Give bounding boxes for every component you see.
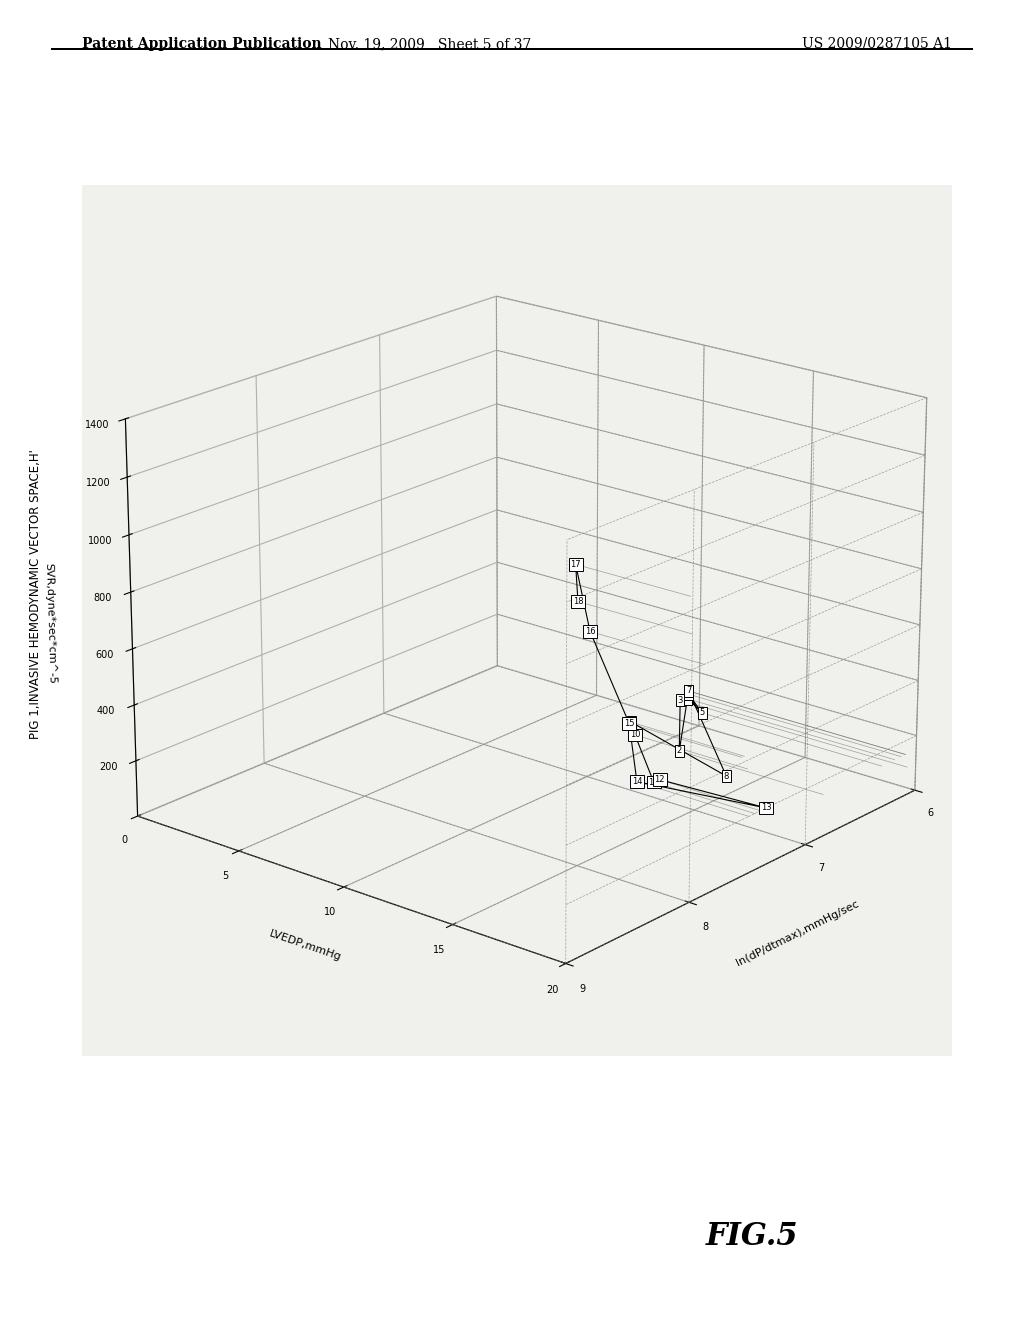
X-axis label: ln(dP/dtmax),mmHg/sec: ln(dP/dtmax),mmHg/sec — [734, 898, 860, 968]
Text: US 2009/0287105 A1: US 2009/0287105 A1 — [803, 37, 952, 51]
Text: Patent Application Publication: Patent Application Publication — [82, 37, 322, 51]
Text: FIG.5: FIG.5 — [707, 1221, 799, 1251]
Text: Nov. 19, 2009   Sheet 5 of 37: Nov. 19, 2009 Sheet 5 of 37 — [329, 37, 531, 51]
Text: PIG 1,INVASIVE HEMODYNAMIC VECTOR SPACE,H': PIG 1,INVASIVE HEMODYNAMIC VECTOR SPACE,… — [30, 449, 42, 739]
Y-axis label: LVEDP,mmHg: LVEDP,mmHg — [267, 928, 342, 962]
